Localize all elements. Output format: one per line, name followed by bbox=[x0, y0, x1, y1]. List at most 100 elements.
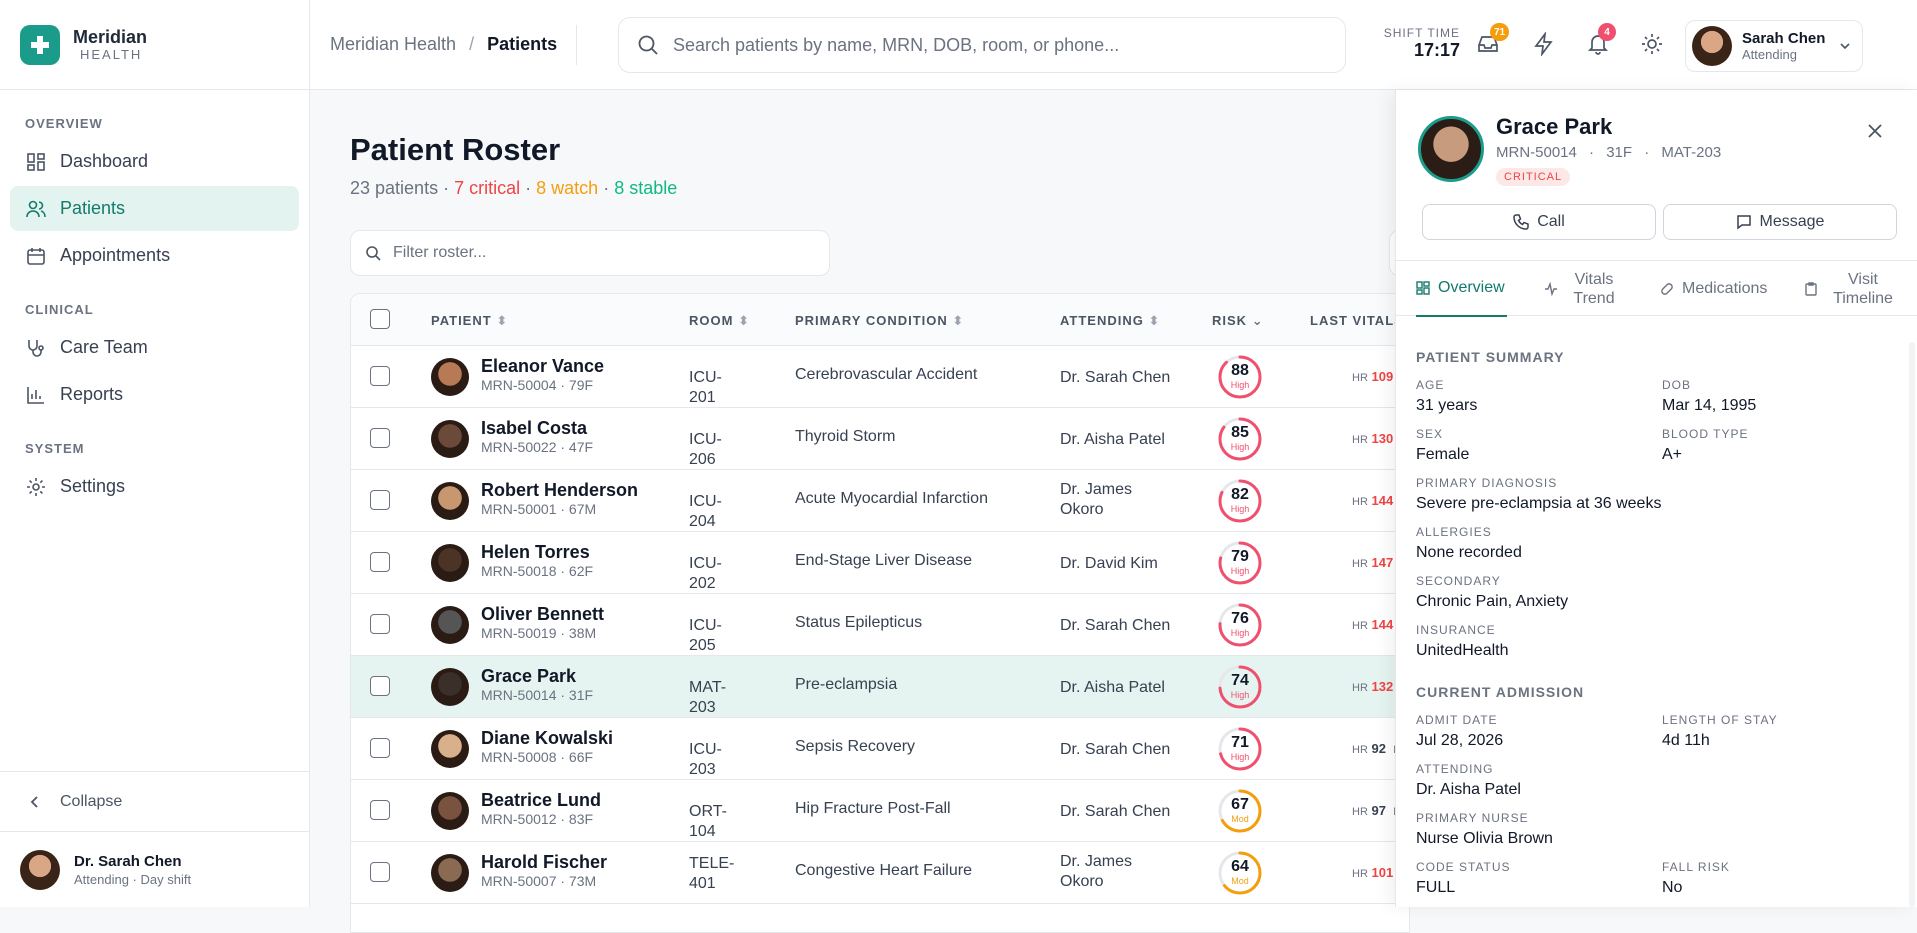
row-checkbox[interactable] bbox=[370, 366, 390, 386]
table-row[interactable]: Beatrice Lund MRN-50012 · 83F ORT-104 Hi… bbox=[351, 780, 1409, 842]
patient-cell[interactable]: Harold Fischer MRN-50007 · 73M bbox=[481, 852, 607, 889]
hr-value: 147 bbox=[1371, 555, 1394, 570]
phone-icon bbox=[1513, 214, 1529, 230]
topbar: Meridian Health / Patients Search patien… bbox=[310, 0, 1917, 90]
collapse-button[interactable]: Collapse bbox=[0, 771, 310, 831]
patient-cell[interactable]: Helen Torres MRN-50018 · 62F bbox=[481, 542, 593, 579]
room-cell: ICU-205 bbox=[689, 617, 722, 654]
sidebar-item-care-team[interactable]: Care Team bbox=[10, 325, 299, 370]
tab-medications[interactable]: Medications bbox=[1660, 261, 1767, 317]
patient-name: Oliver Bennett bbox=[481, 604, 605, 624]
quick-actions-button[interactable] bbox=[1532, 30, 1558, 58]
field-value: Severe pre-eclampsia at 36 weeks bbox=[1416, 495, 1662, 512]
logo[interactable]: Meridian HEALTH bbox=[0, 0, 309, 90]
field-label: SECONDARY bbox=[1416, 574, 1501, 588]
patient-cell[interactable]: Beatrice Lund MRN-50012 · 83F bbox=[481, 790, 601, 827]
patient-cell[interactable]: Isabel Costa MRN-50022 · 47F bbox=[481, 418, 593, 455]
tab-visit-timeline[interactable]: Visit Timeline bbox=[1804, 261, 1900, 317]
clipboard-icon bbox=[1805, 282, 1817, 296]
column-header-patient[interactable]: PATIENT ⬍ bbox=[431, 313, 509, 328]
row-checkbox[interactable] bbox=[370, 800, 390, 820]
sidebar-item-patients[interactable]: Patients bbox=[10, 186, 299, 231]
sidebar: Meridian HEALTH OVERVIEW Dashboard Patie… bbox=[0, 0, 310, 907]
row-checkbox[interactable] bbox=[370, 676, 390, 696]
patient-cell[interactable]: Oliver Bennett MRN-50019 · 38M bbox=[481, 604, 604, 641]
avatar bbox=[431, 482, 469, 520]
risk-value: 76 bbox=[1231, 610, 1249, 627]
avatar bbox=[20, 849, 60, 890]
table-row[interactable]: Harold Fischer MRN-50007 · 73M TELE-401 … bbox=[351, 842, 1409, 904]
room-cell: ICU-201 bbox=[689, 369, 722, 406]
column-header-attending[interactable]: ATTENDING ⬍ bbox=[1060, 313, 1161, 328]
call-button[interactable]: Call bbox=[1422, 204, 1656, 240]
sidebar-item-dashboard[interactable]: Dashboard bbox=[10, 139, 299, 184]
search-input[interactable]: Search patients by name, MRN, DOB, room,… bbox=[618, 17, 1346, 73]
risk-label: High bbox=[1230, 442, 1250, 452]
separator: · bbox=[603, 178, 610, 198]
sidebar-item-reports[interactable]: Reports bbox=[10, 372, 299, 417]
roster-filter-input[interactable]: Filter roster... bbox=[350, 230, 830, 276]
tab-vitals-trend[interactable]: Vitals Trend bbox=[1544, 261, 1622, 317]
message-button[interactable]: Message bbox=[1663, 204, 1897, 240]
patient-mrn: MRN-50019 · 38M bbox=[481, 625, 597, 641]
shift-time-label: SHIFT TIME bbox=[1383, 26, 1460, 40]
table-row[interactable]: Oliver Bennett MRN-50019 · 38M ICU-205 S… bbox=[351, 594, 1409, 656]
avatar bbox=[431, 606, 469, 644]
attending-cell: Dr. Sarah Chen bbox=[1060, 803, 1171, 820]
sidebar-user[interactable]: Dr. Sarah Chen Attending · Day shift bbox=[0, 831, 310, 907]
separator: · bbox=[525, 178, 532, 198]
room-cell: ICU-206 bbox=[689, 431, 722, 468]
table-row[interactable]: Grace Park MRN-50014 · 31F MAT-203 Pre-e… bbox=[351, 656, 1409, 718]
table-row[interactable]: Robert Henderson MRN-50001 · 67M ICU-204… bbox=[351, 470, 1409, 532]
close-icon[interactable] bbox=[1866, 122, 1884, 140]
row-checkbox[interactable] bbox=[370, 862, 390, 882]
patient-cell[interactable]: Diane Kowalski MRN-50008 · 66F bbox=[481, 728, 613, 765]
attending-cell: Dr. Sarah Chen bbox=[1060, 617, 1171, 634]
risk-label: Mod bbox=[1231, 814, 1249, 824]
table-row[interactable]: Diane Kowalski MRN-50008 · 66F ICU-203 S… bbox=[351, 718, 1409, 780]
row-checkbox[interactable] bbox=[370, 490, 390, 510]
patient-cell[interactable]: Robert Henderson MRN-50001 · 67M bbox=[481, 480, 638, 517]
column-header-vitals[interactable]: LAST VITALS bbox=[1310, 313, 1404, 328]
risk-value: 85 bbox=[1231, 424, 1249, 441]
row-checkbox[interactable] bbox=[370, 738, 390, 758]
row-checkbox[interactable] bbox=[370, 552, 390, 572]
column-header-condition[interactable]: PRIMARY CONDITION ⬍ bbox=[795, 313, 965, 328]
patient-cell[interactable]: Eleanor Vance MRN-50004 · 79F bbox=[481, 356, 604, 393]
user-menu[interactable]: Sarah Chen Attending bbox=[1685, 20, 1863, 72]
risk-value: 71 bbox=[1231, 734, 1249, 751]
panel-scrollbar[interactable] bbox=[1909, 342, 1915, 907]
sidebar-item-appointments[interactable]: Appointments bbox=[10, 233, 299, 278]
condition-cell: End-Stage Liver Disease bbox=[795, 552, 972, 569]
column-header-room[interactable]: ROOM ⬍ bbox=[689, 313, 750, 328]
hr-value: 132 bbox=[1371, 679, 1394, 694]
field-value: UnitedHealth bbox=[1416, 642, 1509, 659]
sidebar-item-settings[interactable]: Settings bbox=[10, 464, 299, 509]
patient-age-sex: 31F bbox=[1606, 144, 1633, 161]
table-row[interactable]: Isabel Costa MRN-50022 · 47F ICU-206 Thy… bbox=[351, 408, 1409, 470]
table-row[interactable]: Helen Torres MRN-50018 · 62F ICU-202 End… bbox=[351, 532, 1409, 594]
critical-count[interactable]: 7 critical bbox=[454, 178, 521, 198]
theme-toggle[interactable] bbox=[1640, 32, 1666, 58]
table-row[interactable]: Eleanor Vance MRN-50004 · 79F ICU-201 Ce… bbox=[351, 346, 1409, 408]
patient-cell[interactable]: Grace Park MRN-50014 · 31F bbox=[481, 666, 593, 703]
breadcrumb-current: Patients bbox=[487, 34, 558, 54]
inbox-button[interactable]: 71 bbox=[1476, 23, 1510, 58]
sun-icon bbox=[1642, 34, 1662, 54]
lightning-icon bbox=[1534, 30, 1553, 58]
notifications-button[interactable]: 4 bbox=[1586, 23, 1616, 58]
breadcrumb-root[interactable]: Meridian Health bbox=[330, 34, 457, 54]
condition-cell: Acute Myocardial Infarction bbox=[795, 490, 988, 507]
status-badge: CRITICAL bbox=[1496, 168, 1571, 186]
table-header: PATIENT ⬍ ROOM ⬍ PRIMARY CONDITION ⬍ ATT… bbox=[351, 294, 1409, 346]
column-header-risk[interactable]: RISK ⌄ bbox=[1212, 313, 1264, 328]
watch-count[interactable]: 8 watch bbox=[536, 178, 599, 198]
avatar bbox=[431, 420, 469, 458]
stable-count[interactable]: 8 stable bbox=[614, 178, 678, 198]
row-checkbox[interactable] bbox=[370, 614, 390, 634]
select-all-checkbox[interactable] bbox=[370, 309, 390, 329]
tab-overview[interactable]: Overview bbox=[1416, 261, 1507, 317]
sidebar-item-label: Reports bbox=[60, 384, 124, 404]
sidebar-user-name: Dr. Sarah Chen bbox=[74, 852, 182, 870]
row-checkbox[interactable] bbox=[370, 428, 390, 448]
